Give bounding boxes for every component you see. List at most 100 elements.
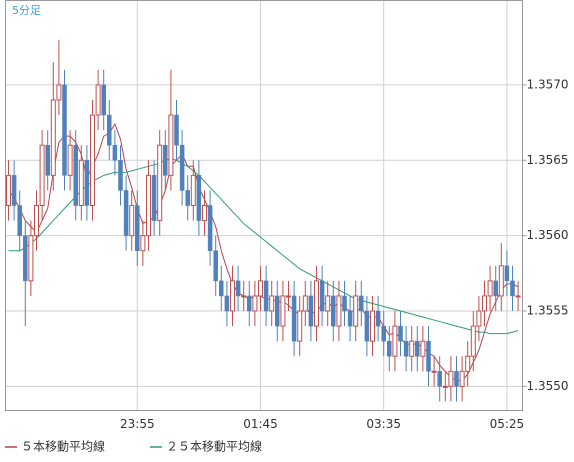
candle-body	[23, 235, 28, 282]
candle-body	[381, 325, 386, 342]
candle-body	[275, 295, 280, 327]
candle-body	[314, 280, 319, 327]
candle-body	[476, 310, 482, 327]
candle-body	[67, 144, 73, 176]
candle-body	[431, 370, 437, 373]
candle-body	[258, 280, 263, 297]
candle-body	[302, 295, 308, 312]
candle-body	[235, 280, 241, 297]
candle-body	[219, 280, 224, 297]
candle-body	[280, 295, 286, 327]
candle-body	[247, 295, 252, 312]
candle-body	[17, 205, 22, 236]
candle-body	[123, 190, 129, 236]
candle-body	[28, 235, 34, 282]
candle-body	[291, 295, 297, 342]
candle-body	[202, 205, 207, 222]
candle-body	[448, 370, 454, 387]
candle-body	[196, 175, 202, 221]
candle-body	[392, 325, 398, 357]
candle-body	[213, 250, 218, 282]
candle-body	[129, 205, 135, 237]
y-tick-label: 1.3565	[527, 153, 569, 167]
plot-border	[5, 0, 523, 411]
candle-body	[50, 99, 56, 176]
candle-body	[174, 114, 179, 146]
candle-body	[470, 325, 476, 357]
candle-body	[331, 295, 336, 327]
legend: ５本移動平均線 ２５本移動平均線	[5, 439, 262, 454]
candle-body	[437, 371, 442, 387]
candle-body	[286, 295, 291, 298]
candle-body	[325, 295, 331, 312]
legend-label: ５本移動平均線	[21, 439, 105, 454]
candle-body	[459, 370, 465, 387]
candle-body	[353, 295, 359, 327]
candle-body	[487, 280, 493, 297]
candle-body	[190, 174, 196, 206]
candle-body	[269, 295, 275, 312]
candle-body	[336, 295, 342, 327]
candle-body	[163, 144, 168, 176]
candle-body	[403, 340, 409, 357]
candle-body	[387, 340, 392, 357]
candle-body	[84, 160, 90, 206]
x-tick-label: 03:35	[366, 417, 401, 431]
candle-body	[6, 174, 11, 206]
x-tick-label: 05:25	[490, 417, 525, 431]
y-tick-label: 1.3555	[527, 304, 569, 318]
candle-body	[95, 84, 101, 116]
candle-body	[415, 340, 420, 357]
candle-body	[375, 310, 381, 327]
y-tick-label: 1.3570	[527, 77, 569, 91]
x-tick-label: 23:55	[120, 417, 155, 431]
candle-body	[454, 371, 459, 387]
candle-body	[118, 160, 123, 191]
legend-label: ２５本移動平均線	[166, 439, 262, 454]
candle-body	[263, 280, 269, 312]
candles	[6, 39, 521, 402]
candle-body	[45, 144, 50, 176]
candle-body	[465, 355, 471, 372]
candle-body	[498, 265, 504, 297]
chart-title: 5分足	[12, 4, 41, 17]
candle-body	[34, 205, 39, 237]
candle-body	[11, 175, 17, 206]
candle-body	[442, 385, 448, 388]
candle-body	[364, 310, 370, 342]
candle-body	[504, 265, 510, 282]
candle-body	[308, 295, 314, 327]
axes: 1.3550 1.3555 1.3560 1.3565 1.3570 23:55 01:45…	[120, 77, 568, 431]
candle-body	[398, 325, 403, 342]
candle-body	[420, 340, 426, 357]
candle-body	[78, 159, 84, 207]
candle-body	[151, 175, 157, 221]
candle-body	[515, 295, 521, 298]
candle-body	[230, 280, 235, 312]
y-tick-label: 1.3560	[527, 228, 569, 242]
candle-body	[90, 114, 95, 206]
candle-body	[101, 84, 106, 116]
candle-body	[319, 280, 325, 312]
candle-body	[39, 144, 45, 207]
candle-body	[135, 205, 140, 251]
candle-body	[107, 114, 112, 146]
candle-body	[146, 174, 151, 237]
candle-body	[347, 310, 353, 327]
candle-body	[140, 235, 146, 252]
candle-body	[409, 340, 415, 357]
candle-body	[157, 144, 163, 222]
candle-body	[359, 295, 364, 312]
x-tick-label: 01:45	[243, 417, 278, 431]
candle-body	[426, 340, 431, 372]
candle-body	[56, 84, 62, 101]
candle-body	[241, 295, 247, 298]
candle-body	[112, 144, 118, 161]
candle-body	[207, 205, 213, 251]
candle-body	[482, 295, 487, 312]
candle-body	[370, 310, 375, 342]
candle-body	[342, 295, 347, 312]
candle-body	[510, 280, 515, 297]
